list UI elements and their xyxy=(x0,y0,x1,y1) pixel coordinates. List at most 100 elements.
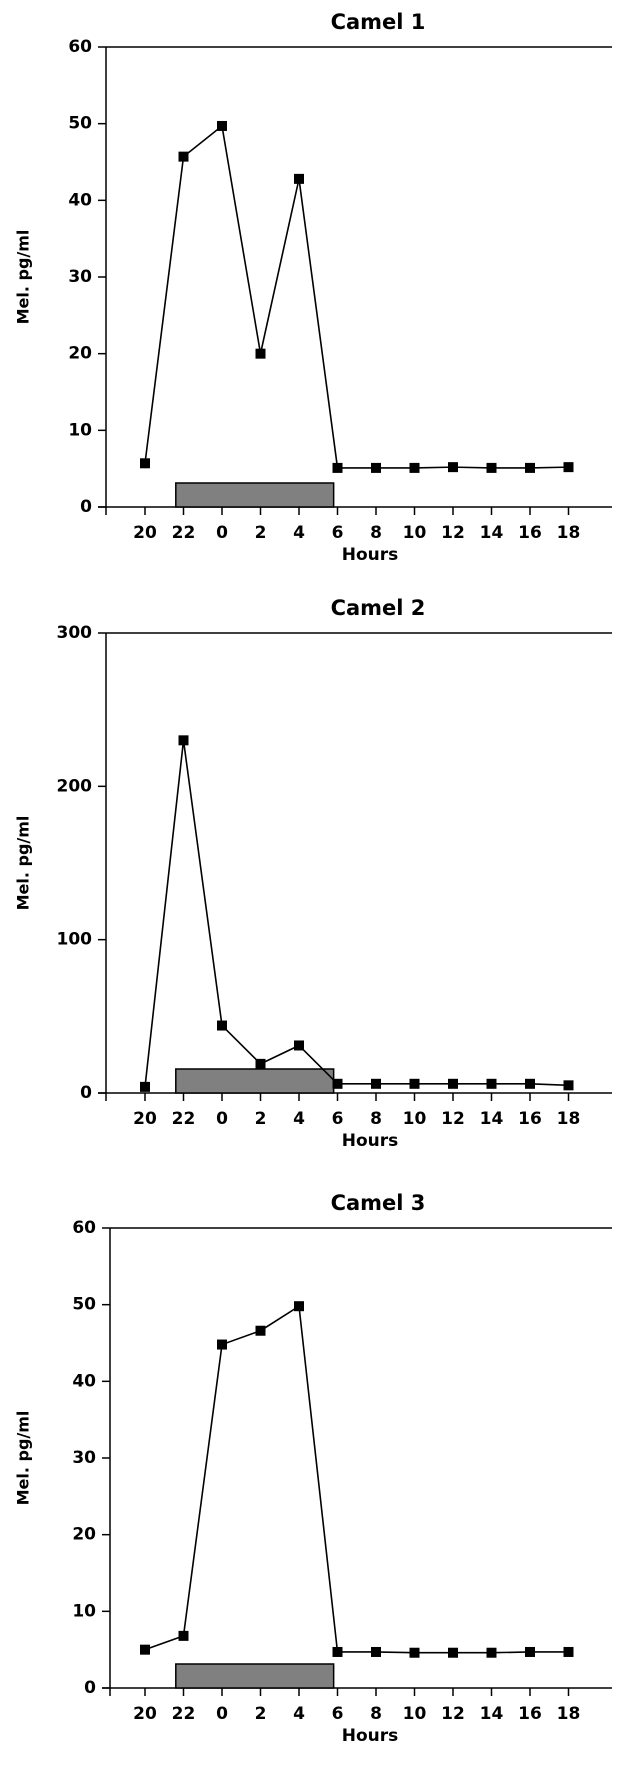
y-tick-label: 20 xyxy=(68,344,92,364)
data-point xyxy=(486,1647,497,1658)
x-tick-label: 18 xyxy=(557,1109,581,1129)
x-tick-label: 2 xyxy=(255,523,267,543)
data-point xyxy=(294,1301,304,1312)
x-tick-label: 14 xyxy=(480,1704,504,1724)
dark-period-bar xyxy=(175,1068,335,1094)
x-tick-label: 2 xyxy=(255,1704,267,1724)
x-tick-label: 10 xyxy=(403,1109,427,1129)
y-tick-label: 60 xyxy=(68,37,92,57)
x-tick-label: 20 xyxy=(133,523,157,543)
x-tick-label: 12 xyxy=(441,1109,465,1129)
y-tick-label: 10 xyxy=(68,420,92,440)
y-axis-label: Mel. pg/ml xyxy=(14,230,33,325)
data-point xyxy=(448,1078,458,1089)
x-axis-label: Hours xyxy=(342,1131,399,1151)
x-tick-label: 14 xyxy=(480,523,504,543)
x-tick-label: 8 xyxy=(370,1704,382,1724)
data-point xyxy=(217,1020,227,1031)
x-tick-label: 2 xyxy=(255,1109,267,1129)
y-tick-label: 200 xyxy=(57,776,93,796)
x-axis-label: Hours xyxy=(342,545,399,565)
dark-period-bar xyxy=(175,482,335,508)
data-point xyxy=(294,173,304,184)
y-tick-label: 60 xyxy=(72,1218,96,1238)
data-point xyxy=(486,462,497,473)
data-point xyxy=(525,1078,535,1089)
x-tick-label: 14 xyxy=(480,1109,504,1129)
data-point xyxy=(178,1630,189,1641)
x-tick-label: 22 xyxy=(172,1704,196,1724)
data-point xyxy=(371,462,381,473)
y-axis-label: Mel. pg/ml xyxy=(14,1411,33,1506)
data-point xyxy=(332,462,343,473)
x-tick-label: 16 xyxy=(518,1704,542,1724)
data-point xyxy=(178,735,189,746)
data-point xyxy=(371,1078,381,1089)
data-point xyxy=(332,1078,343,1089)
data-point xyxy=(563,1080,574,1091)
x-tick-label: 0 xyxy=(216,523,228,543)
chart-title: Camel 1 xyxy=(331,10,426,34)
data-point xyxy=(332,1646,343,1657)
x-axis-label: Hours xyxy=(342,1726,399,1746)
x-tick-label: 12 xyxy=(441,1704,465,1724)
x-tick-label: 6 xyxy=(332,1704,344,1724)
x-tick-label: 22 xyxy=(172,523,196,543)
data-point xyxy=(178,151,189,162)
data-point xyxy=(294,1040,304,1051)
y-tick-label: 0 xyxy=(84,1678,96,1698)
y-tick-label: 20 xyxy=(72,1525,96,1545)
data-point xyxy=(140,1644,150,1655)
y-tick-label: 0 xyxy=(80,497,92,517)
data-point xyxy=(525,462,535,473)
y-tick-label: 40 xyxy=(72,1371,96,1391)
x-tick-label: 18 xyxy=(557,523,581,543)
y-axis-label: Mel. pg/ml xyxy=(14,816,33,911)
x-tick-label: 6 xyxy=(332,1109,344,1129)
x-tick-label: 0 xyxy=(216,1704,228,1724)
y-tick-label: 10 xyxy=(72,1601,96,1621)
x-tick-label: 16 xyxy=(518,523,542,543)
data-point xyxy=(409,1647,420,1658)
data-point xyxy=(140,458,150,469)
y-tick-label: 30 xyxy=(68,267,92,287)
x-tick-label: 0 xyxy=(216,1109,228,1129)
x-tick-label: 12 xyxy=(441,523,465,543)
data-point xyxy=(486,1078,497,1089)
data-point xyxy=(563,462,574,473)
data-point xyxy=(217,1339,227,1350)
data-point xyxy=(255,1325,266,1336)
data-point xyxy=(409,1078,420,1089)
x-tick-label: 18 xyxy=(557,1704,581,1724)
data-point xyxy=(448,462,458,473)
x-tick-label: 22 xyxy=(172,1109,196,1129)
x-tick-label: 4 xyxy=(293,1109,305,1129)
x-tick-label: 20 xyxy=(133,1704,157,1724)
chart-title: Camel 2 xyxy=(331,596,426,620)
y-tick-label: 300 xyxy=(57,623,93,643)
data-point xyxy=(255,1058,266,1069)
data-point xyxy=(563,1646,574,1657)
y-tick-label: 50 xyxy=(72,1295,96,1315)
data-point xyxy=(140,1081,150,1092)
x-tick-label: 8 xyxy=(370,1109,382,1129)
data-point xyxy=(255,348,266,359)
x-tick-label: 8 xyxy=(370,523,382,543)
x-tick-label: 20 xyxy=(133,1109,157,1129)
chart-title: Camel 3 xyxy=(331,1191,426,1215)
data-point xyxy=(409,462,420,473)
data-point xyxy=(371,1646,381,1657)
data-line xyxy=(144,740,569,1087)
x-tick-label: 4 xyxy=(293,523,305,543)
y-tick-label: 40 xyxy=(68,190,92,210)
data-point xyxy=(448,1647,458,1658)
data-point xyxy=(217,120,227,131)
data-line xyxy=(144,1304,569,1654)
y-tick-label: 0 xyxy=(80,1083,92,1103)
y-tick-label: 50 xyxy=(68,114,92,134)
data-point xyxy=(525,1646,535,1657)
dark-period-bar xyxy=(175,1663,335,1689)
x-tick-label: 16 xyxy=(518,1109,542,1129)
